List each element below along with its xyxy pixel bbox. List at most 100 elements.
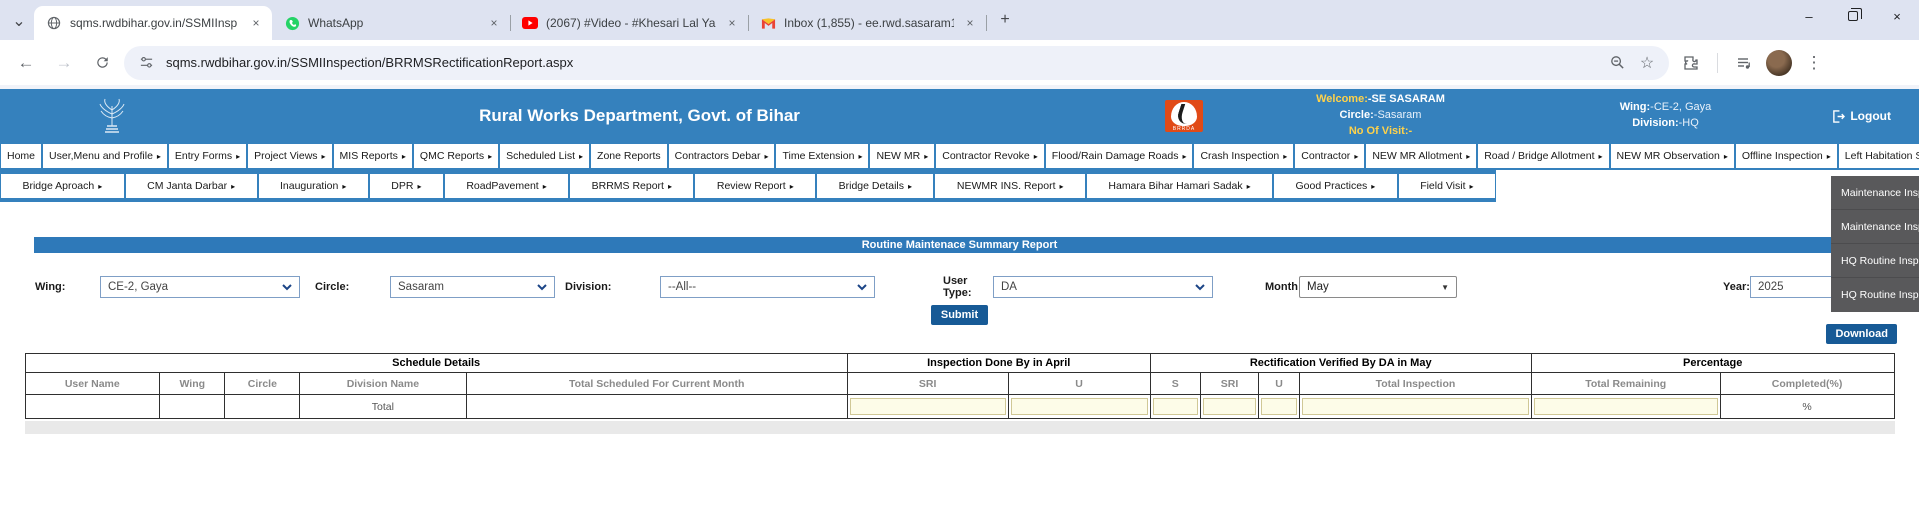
nav-item-new-mr-observation[interactable]: NEW MR Observation ▸ — [1610, 144, 1734, 168]
nav-item-cm-janta-darbar[interactable]: CM Janta Darbar ▸ — [125, 174, 257, 198]
tab-youtube[interactable]: (2067) #Video - #Khesari Lal Ya × — [510, 6, 749, 40]
new-tab-button[interactable]: + — [1000, 11, 1010, 28]
user-type-filter-label: User Type: — [943, 275, 972, 299]
group-header-inspection-done: Inspection Done By in April — [846, 353, 1151, 373]
browser-menu-kebab-icon[interactable]: ⋮ — [1805, 52, 1823, 72]
tab-sqms[interactable]: sqms.rwdbihar.gov.in/SSMIInsp × — [34, 6, 272, 40]
tab-search-icon[interactable]: ⌄ — [12, 13, 26, 30]
nav-item-review-report[interactable]: Review Report ▸ — [695, 174, 816, 198]
nav-item-brrms-report[interactable]: BRRMS Report ▸ — [570, 174, 694, 198]
logout-icon — [1833, 109, 1846, 123]
user-type-select-value: DA — [1001, 281, 1017, 293]
window-minimize-button[interactable]: – — [1805, 8, 1813, 24]
cell-s — [1149, 394, 1202, 419]
nav-item-mis-reports[interactable]: MIS Reports ▸ — [333, 144, 412, 168]
u-april-input[interactable] — [1010, 398, 1148, 415]
logout-button[interactable]: Logout — [1832, 109, 1891, 123]
cell-completed-pct: % — [1719, 394, 1895, 419]
circle-filter-label: Circle: — [315, 281, 350, 293]
nav-item-dpr[interactable]: DPR ▸ — [369, 174, 443, 198]
submenu-item-hq-routine-insp-2[interactable]: HQ Routine Insp. S — [1841, 289, 1919, 301]
total-inspection-input[interactable] — [1302, 398, 1529, 415]
user-type-select[interactable]: DA — [993, 276, 1213, 298]
nav-item-project-views[interactable]: Project Views ▸ — [248, 144, 332, 168]
site-settings-icon[interactable] — [136, 55, 156, 70]
address-bar[interactable]: sqms.rwdbihar.gov.in/SSMIInspection/BRRM… — [124, 45, 1669, 80]
nav-item-flood-rain-damage-roads[interactable]: Flood/Rain Damage Roads ▸ — [1045, 144, 1193, 168]
nav-item-user-menu-and-profile[interactable]: User,Menu and Profile ▸ — [43, 144, 167, 168]
division-filter-label: Division: — [565, 281, 612, 293]
tab-close-icon[interactable]: × — [490, 16, 498, 30]
nav-label: Inauguration — [279, 180, 339, 192]
nav-label: Good Practices — [1295, 180, 1368, 192]
nav-item-left-habitation-survey[interactable]: Left Habitation Survey▸ — [1838, 144, 1919, 168]
submenu-arrow-icon: ▸ — [321, 151, 326, 161]
nav-item-good-practices[interactable]: Good Practices ▸ — [1274, 174, 1397, 198]
nav-item-contractor-revoke[interactable]: Contractor Revoke ▸ — [936, 144, 1044, 168]
nav-label: Left Habitation Survey — [1844, 150, 1919, 162]
submit-button[interactable]: Submit — [930, 305, 989, 325]
sri-april-input[interactable] — [849, 398, 1006, 415]
sri-may-input[interactable] — [1203, 398, 1256, 415]
extensions-puzzle-icon[interactable] — [1675, 47, 1707, 79]
nav-item-qmc-reports[interactable]: QMC Reports ▸ — [413, 144, 499, 168]
circle-value: -Sasaram — [1373, 109, 1422, 122]
zoom-out-icon[interactable] — [1607, 55, 1627, 70]
submenu-item-maintenance-insp-1[interactable]: Maintenance Inspe — [1831, 176, 1919, 210]
nav-item-inauguration[interactable]: Inauguration ▸ — [258, 174, 368, 198]
cell-u-may — [1257, 394, 1301, 419]
circle-select[interactable]: Sasaram — [390, 276, 555, 298]
window-close-button[interactable]: × — [1893, 8, 1901, 24]
nav-item-offline-inspection[interactable]: Offline Inspection ▸ — [1735, 144, 1837, 168]
nav-item-time-extension[interactable]: Time Extension ▸ — [776, 144, 869, 168]
tab-close-icon[interactable]: × — [728, 16, 736, 30]
submenu-arrow-icon: ▸ — [236, 151, 241, 161]
nav-item-road-bridge-allotment[interactable]: Road / Bridge Allotment ▸ — [1478, 144, 1609, 168]
nav-item-contractor[interactable]: Contractor ▸ — [1295, 144, 1365, 168]
tab-close-icon[interactable]: × — [252, 16, 260, 30]
u-may-input[interactable] — [1260, 398, 1298, 415]
nav-label: Offline Inspection — [1741, 150, 1823, 162]
tab-whatsapp[interactable]: WhatsApp × — [272, 6, 511, 40]
profile-avatar[interactable] — [1766, 49, 1792, 76]
submenu-item-maintenance-insp-2[interactable]: Maintenance Insp. — [1831, 210, 1919, 244]
nav-item-new-mr[interactable]: NEW MR ▸ — [870, 144, 935, 168]
nav-item-contractors-debar[interactable]: Contractors Debar ▸ — [668, 144, 775, 168]
submenu-item-hq-routine-insp-1[interactable]: HQ Routine Insp. R — [1831, 244, 1919, 278]
nav-item-scheduled-list[interactable]: Scheduled List ▸ — [500, 144, 590, 168]
globe-icon — [46, 15, 62, 31]
cell-division-total: Total — [299, 394, 467, 419]
nav-item-crash-inspection[interactable]: Crash Inspection ▸ — [1194, 144, 1294, 168]
nav-item-field-visit[interactable]: Field Visit ▸ — [1398, 174, 1495, 198]
month-select[interactable]: May ▼ — [1299, 276, 1457, 298]
download-button[interactable]: Download — [1826, 324, 1897, 344]
browser-tab-strip: ⌄ sqms.rwdbihar.gov.in/SSMIInsp × WhatsA… — [0, 0, 1919, 40]
total-remaining-input[interactable] — [1533, 398, 1718, 415]
wing-block: Wing:-CE-2, Gaya Division:-HQ — [1558, 100, 1773, 132]
back-button[interactable]: ← — [17, 52, 35, 72]
nav-item-bridge-aproach[interactable]: Bridge Aproach ▸ — [1, 174, 124, 198]
wing-select[interactable]: CE-2, Gaya — [100, 276, 300, 298]
tab-close-icon[interactable]: × — [966, 16, 974, 30]
window-restore-button[interactable] — [1831, 0, 1875, 32]
cell-total-remaining — [1530, 394, 1721, 419]
nav-item-roadpavement[interactable]: RoadPavement ▸ — [444, 174, 569, 198]
nav-item-new-mr-allotment[interactable]: NEW MR Allotment ▸ — [1366, 144, 1477, 168]
tab-title: Inbox (1,855) - ee.rwd.sasaram1 — [784, 16, 954, 30]
nav-item-hamara-bihar-hamari-sadak[interactable]: Hamara Bihar Hamari Sadak ▸ — [1086, 174, 1273, 198]
nav-item-entry-forms[interactable]: Entry Forms ▸ — [168, 144, 247, 168]
nav-item-newmr-ins-report[interactable]: NEWMR INS. Report ▸ — [935, 174, 1085, 198]
nav-label: Project Views — [254, 150, 318, 162]
chevron-down-icon — [857, 283, 867, 290]
nav-item-zone-reports[interactable]: Zone Reports — [591, 144, 667, 168]
tab-gmail[interactable]: Inbox (1,855) - ee.rwd.sasaram1 × — [748, 6, 987, 40]
forward-button[interactable]: → — [55, 52, 73, 72]
division-select[interactable]: --All-- — [660, 276, 875, 298]
url-text[interactable]: sqms.rwdbihar.gov.in/SSMIInspection/BRRM… — [166, 55, 574, 70]
nav-item-bridge-details[interactable]: Bridge Details ▸ — [817, 174, 934, 198]
media-playlist-icon[interactable] — [1728, 47, 1760, 79]
bookmark-star-icon[interactable]: ☆ — [1639, 54, 1655, 72]
s-input[interactable] — [1152, 398, 1199, 415]
nav-item-home[interactable]: Home — [1, 144, 42, 168]
reload-button[interactable] — [86, 47, 118, 79]
